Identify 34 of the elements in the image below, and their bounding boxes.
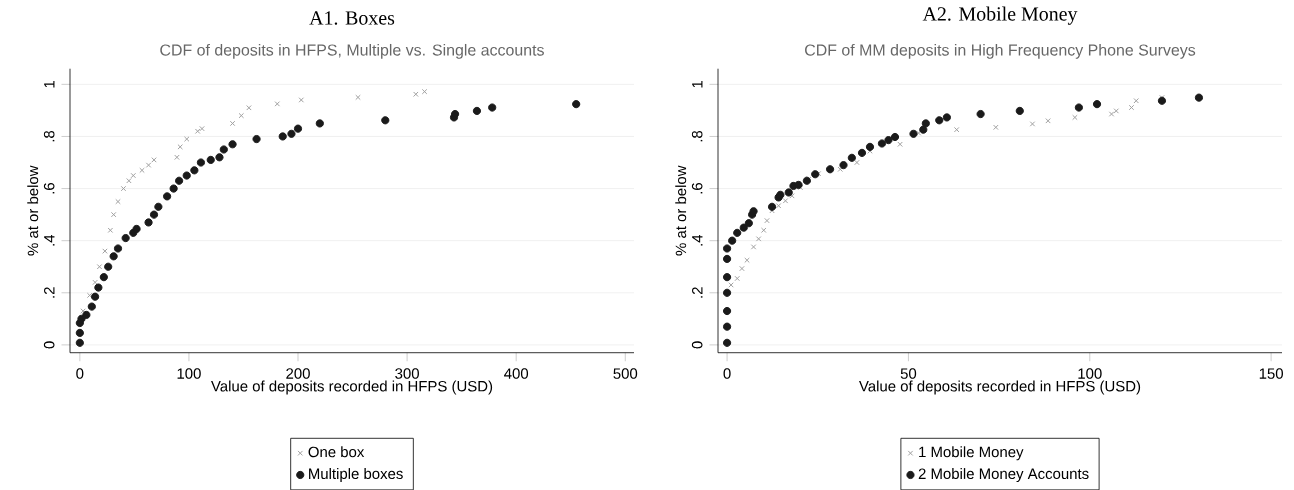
y-tick-label: .2 (44, 287, 55, 298)
y-tick-label: 0 (43, 341, 55, 349)
y-tick-label: 1 (692, 80, 703, 88)
x-tick-label: 0 (723, 368, 731, 379)
y-axis-title: % at or below (27, 165, 39, 256)
x-tick-label: 100 (177, 368, 201, 379)
x-tick-label: 200 (286, 368, 310, 379)
x-tick-label: 400 (504, 368, 529, 379)
x-tick-label: 50 (900, 368, 917, 379)
chart-subtitle: CDF of deposits in HFPS, Multiple vs. Single accounts (160, 43, 544, 59)
y-tick-label: 1 (44, 80, 55, 88)
y-axis-title: % at or below (675, 165, 687, 256)
legend-label: 2 Mobile Money Accounts (918, 467, 1089, 482)
y-tick-label: .4 (44, 234, 55, 246)
x-tick-label: 300 (395, 368, 419, 379)
y-tick-label: .2 (692, 287, 703, 298)
chart-title: A2. Mobile Money (922, 6, 1078, 25)
x-tick-label: 500 (613, 368, 638, 379)
chart-title: A1. Boxes (309, 11, 395, 25)
y-tick-label: .6 (691, 182, 703, 194)
x-axis-title: Value of deposits recorded in HFPS (USD) (211, 380, 493, 395)
chart-subtitle: CDF of MM deposits in High Frequency Phone Surveys (805, 43, 1196, 59)
x-tick-label: 100 (1078, 368, 1102, 379)
y-tick-label: .6 (43, 182, 55, 194)
x-tick-label: 0 (76, 368, 84, 379)
y-tick-label: .8 (691, 130, 703, 142)
legend-label: 1 Mobile Money (919, 446, 1024, 461)
legend-label: One box (308, 446, 365, 458)
x-tick-label: 150 (1259, 368, 1283, 379)
y-tick-label: 0 (691, 341, 703, 349)
y-tick-label: .8 (43, 130, 55, 142)
y-tick-label: .4 (692, 234, 703, 246)
x-axis-title: Value of deposits recorded in HFPS (USD) (859, 380, 1141, 395)
legend-label: Multiple boxes (309, 467, 403, 482)
